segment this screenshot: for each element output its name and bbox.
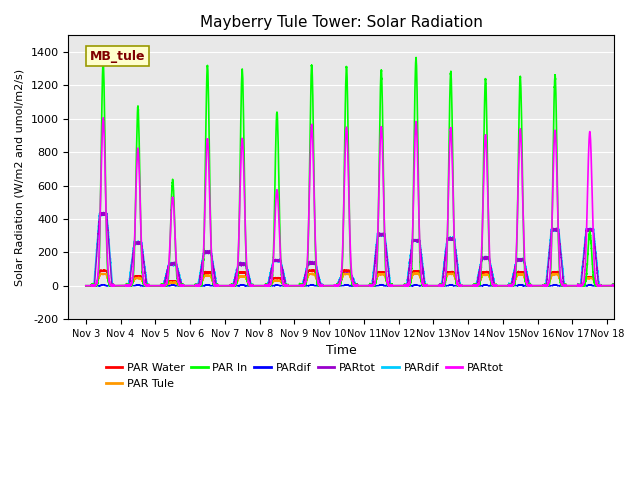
PARtot [110,283,118,288]
PARdif [82,283,90,288]
PAR Water [494,283,502,288]
PARdif [411,237,419,243]
Line: PAR In: PAR In [86,58,640,286]
PARtot [284,283,291,288]
PARtot [110,282,118,288]
PARdif [378,282,385,288]
PARtot [99,115,107,120]
PAR Tule [524,283,532,288]
PARdif [110,283,118,288]
Line: PARtot: PARtot [86,212,640,286]
PARtot [411,137,419,143]
PAR In [284,282,291,288]
PARdif [82,283,90,288]
PARtot [435,283,443,288]
Line: PARtot: PARtot [86,118,640,286]
PAR Water [411,269,419,275]
PARtot [284,283,291,288]
Y-axis label: Solar Radiation (W/m2 and umol/m2/s): Solar Radiation (W/m2 and umol/m2/s) [15,69,25,286]
PARdif [284,282,291,288]
PAR Water [311,267,319,273]
PARtot [435,283,443,288]
PAR Tule [638,283,640,288]
PARdif [494,283,502,288]
Line: PARdif: PARdif [86,285,640,286]
Title: Mayberry Tule Tower: Solar Radiation: Mayberry Tule Tower: Solar Radiation [200,15,483,30]
PARdif [494,283,502,288]
PARtot [494,283,502,288]
PARdif [411,282,419,288]
PARtot [100,209,108,215]
PARdif [284,283,291,288]
PAR Tule [494,283,502,288]
Line: PARdif: PARdif [86,213,640,286]
PAR In [411,95,419,100]
PAR Water [110,282,118,288]
PARdif [638,283,640,288]
PAR Tule [82,283,90,288]
PARtot [494,283,502,288]
PARdif [99,210,107,216]
PARtot [638,283,640,288]
PAR In [638,283,640,288]
PAR Water [82,283,90,288]
PAR Water [524,283,532,288]
PAR Tule [110,282,118,288]
PARtot [82,283,90,288]
PAR Water [435,283,443,288]
PARtot [638,283,640,288]
PARtot [411,238,419,244]
PAR In [435,283,443,288]
PAR Water [638,283,640,288]
PARdif [638,283,640,288]
PARdif [435,283,443,288]
PAR In [412,55,420,60]
PAR In [82,283,90,288]
Text: MB_tule: MB_tule [90,49,146,62]
X-axis label: Time: Time [326,344,356,357]
PAR Tule [284,283,291,288]
Line: PAR Water: PAR Water [86,270,640,286]
PAR Tule [411,271,419,277]
PARtot [524,278,532,284]
PARdif [110,283,118,288]
Legend: PAR Water, PAR Tule, PAR In, PARdif, PARtot, PARdif, PARtot: PAR Water, PAR Tule, PAR In, PARdif, PAR… [101,359,508,393]
PAR Water [284,283,291,288]
PAR In [494,283,502,288]
PARtot [524,282,532,288]
PAR In [110,283,118,288]
PARdif [435,283,443,288]
PAR Tule [414,270,422,276]
PAR Tule [435,283,443,288]
PAR In [524,283,532,288]
PARdif [524,283,532,288]
Line: PAR Tule: PAR Tule [86,273,640,286]
PARdif [524,275,532,280]
PARtot [82,283,90,288]
